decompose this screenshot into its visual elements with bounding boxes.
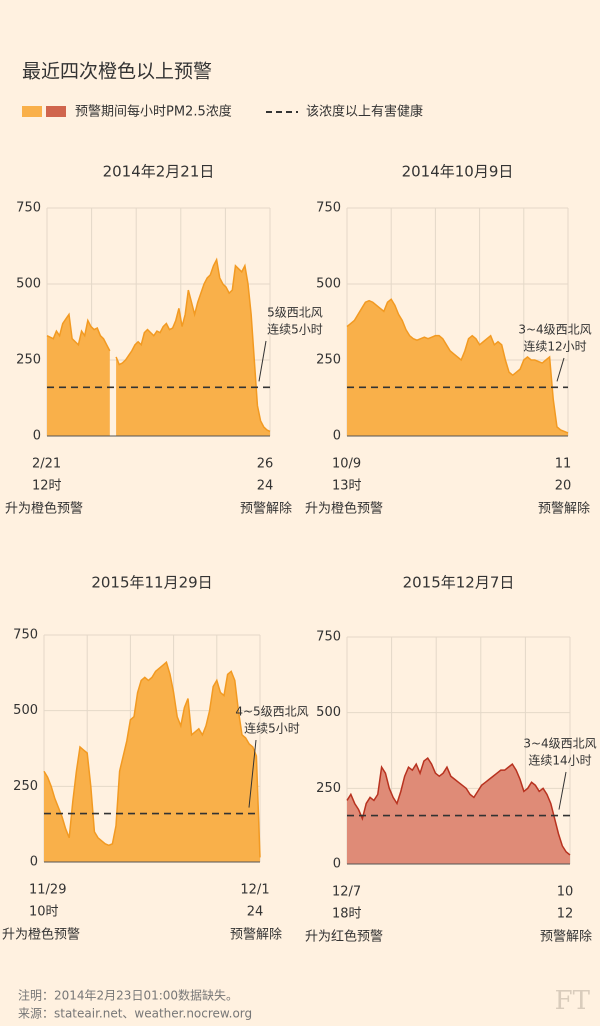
- y-tick-label: 750: [13, 628, 38, 643]
- x-start-label: 10时: [29, 905, 59, 920]
- annotation-pointer: [556, 357, 565, 382]
- x-start-label: 12/7: [332, 885, 361, 900]
- annotation: 3~4级西北风: [518, 323, 591, 337]
- area-line: [346, 756, 571, 856]
- annotation: 连续5小时: [244, 721, 300, 736]
- area-line: [43, 660, 261, 858]
- x-end-label: 20: [555, 479, 572, 494]
- y-tick-label: 750: [316, 201, 341, 216]
- y-tick-label: 0: [30, 855, 38, 870]
- start-label: 升为橙色预警: [305, 501, 383, 517]
- chart-title: 2015年11月29日: [91, 574, 212, 592]
- x-start-label: 2/21: [32, 457, 61, 472]
- x-start-label: 18时: [332, 907, 362, 922]
- y-tick-label: 500: [13, 703, 38, 718]
- annotation-pointer: [258, 340, 267, 382]
- legend-swatch: [22, 106, 42, 117]
- annotation-pointer: [558, 771, 567, 810]
- y-tick-label: 0: [333, 429, 341, 444]
- legend-label: 该浓度以上有害健康: [306, 104, 423, 120]
- annotation: 连续14小时: [528, 753, 591, 768]
- annotation: 5级西北风: [267, 306, 323, 320]
- footnote: 注明：2014年2月23日01:00数据缺失。: [18, 988, 238, 1003]
- x-start-label: 10/9: [332, 457, 361, 472]
- y-tick-label: 750: [316, 630, 341, 645]
- chart-title: 2015年12月7日: [403, 574, 515, 592]
- area-fill: [347, 299, 568, 436]
- legend-swatch: [46, 106, 66, 117]
- x-end-label: 11: [555, 457, 572, 472]
- area-fill: [116, 259, 270, 436]
- x-end-label: 12/1: [240, 883, 269, 898]
- start-label: 升为橙色预警: [2, 927, 80, 943]
- y-tick-label: 250: [13, 779, 38, 794]
- x-end-label: 12: [557, 907, 574, 922]
- area-line: [346, 298, 569, 434]
- annotation-pointer: [248, 739, 257, 808]
- annotation: 连续12小时: [523, 339, 586, 354]
- annotation: 连续5小时: [267, 322, 323, 337]
- x-end-label: 10: [557, 885, 574, 900]
- chart-title: 2014年2月21日: [103, 163, 215, 181]
- y-tick-label: 500: [316, 705, 341, 720]
- area-fill: [47, 314, 110, 436]
- y-tick-label: 500: [16, 277, 41, 292]
- annotation: 4~5级西北风: [235, 705, 308, 719]
- x-end-label: 26: [257, 457, 274, 472]
- logo: FT: [555, 986, 591, 1016]
- y-tick-label: 750: [16, 201, 41, 216]
- area-line: [46, 257, 271, 433]
- x-start-label: 12时: [32, 479, 62, 494]
- y-tick-label: 0: [333, 857, 341, 872]
- end-label: 预警解除: [230, 927, 282, 943]
- y-tick-label: 250: [316, 781, 341, 796]
- x-start-label: 11/29: [29, 883, 66, 898]
- end-label: 预警解除: [540, 929, 592, 945]
- chart-title: 2014年10月9日: [402, 163, 514, 181]
- area-fill: [44, 662, 260, 862]
- end-label: 预警解除: [240, 501, 292, 517]
- legend-label: 预警期间每小时PM2.5浓度: [75, 104, 232, 120]
- y-tick-label: 0: [33, 429, 41, 444]
- y-tick-label: 500: [316, 277, 341, 292]
- page-title: 最近四次橙色以上预警: [22, 61, 212, 83]
- x-end-label: 24: [257, 479, 274, 494]
- source: 来源：stateair.net、weather.nocrew.org: [18, 1007, 252, 1021]
- annotation: 3~4级西北风: [523, 737, 596, 751]
- start-label: 升为红色预警: [305, 929, 383, 945]
- end-label: 预警解除: [538, 501, 590, 517]
- x-end-label: 24: [247, 905, 264, 920]
- x-start-label: 13时: [332, 479, 362, 494]
- start-label: 升为橙色预警: [5, 501, 83, 517]
- y-tick-label: 250: [316, 353, 341, 368]
- y-tick-label: 250: [16, 353, 41, 368]
